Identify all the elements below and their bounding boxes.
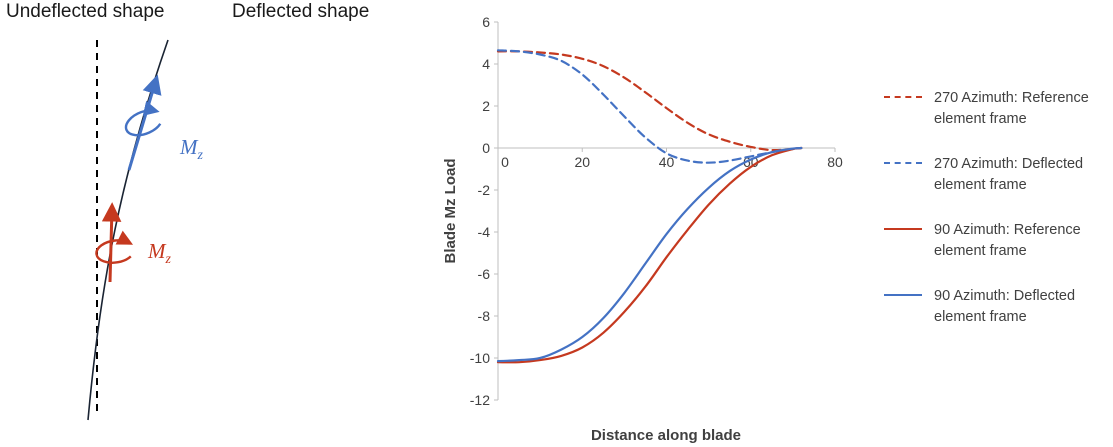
x-axis-title: Distance along blade bbox=[591, 427, 741, 444]
mz-load-chart: Blade Mz Load Distance along blade 6420-… bbox=[442, 14, 843, 444]
reference-moment-label: Mz bbox=[147, 239, 172, 267]
legend-swatch-line bbox=[884, 228, 922, 231]
undeflected-shape-label: Undeflected shape bbox=[6, 1, 164, 22]
deflected-frame-axis-arrow bbox=[127, 74, 162, 171]
series-line-1 bbox=[496, 49, 803, 164]
y-tick-label: 0 bbox=[482, 140, 490, 156]
legend-label: 270 Azimuth: Deflected element frame bbox=[934, 156, 1084, 194]
legend-swatch-line bbox=[884, 96, 922, 98]
legend-item: 270 Azimuth: Reference element frame bbox=[884, 88, 1103, 130]
y-axis-title: Blade Mz Load bbox=[442, 158, 459, 263]
x-tick-label: 80 bbox=[827, 154, 843, 170]
legend-label: 270 Azimuth: Reference element frame bbox=[934, 90, 1089, 128]
y-tick-label: -2 bbox=[478, 182, 491, 198]
deflected-moment-label: Mz bbox=[179, 135, 204, 163]
y-tick-label: 6 bbox=[482, 14, 490, 30]
y-tick-label: -12 bbox=[470, 392, 490, 408]
reference-frame-moment-circular-arrow bbox=[95, 230, 134, 264]
legend-swatch-line bbox=[884, 162, 922, 165]
x-tick-label: 20 bbox=[574, 154, 590, 170]
x-tick-label: 40 bbox=[659, 154, 675, 170]
y-tick-label: -4 bbox=[478, 224, 491, 240]
reference-frame-axis-arrow bbox=[101, 202, 122, 283]
x-tick-label: 0 bbox=[501, 154, 509, 170]
y-tick-label: -6 bbox=[478, 266, 491, 282]
y-tick-label: 4 bbox=[482, 56, 490, 72]
series-line-2 bbox=[496, 146, 803, 364]
legend-item: 270 Azimuth: Deflected element frame bbox=[884, 154, 1103, 196]
legend-item: 90 Azimuth: Reference element frame bbox=[884, 220, 1103, 262]
legend-swatch-line bbox=[884, 294, 922, 297]
deflected-frame-moment-circular-arrow bbox=[124, 100, 162, 137]
deflected-shape-label: Deflected shape bbox=[232, 1, 369, 22]
y-tick-label: 2 bbox=[482, 98, 490, 114]
y-tick-label: -10 bbox=[470, 350, 490, 366]
legend-item: 90 Azimuth: Deflected element frame bbox=[884, 286, 1103, 328]
series-line-0 bbox=[496, 50, 803, 152]
deflected-blade-curve bbox=[87, 39, 169, 421]
legend-label: 90 Azimuth: Reference element frame bbox=[934, 222, 1081, 260]
diagram-panel: Undeflected shape Deflected shape Mz Mz bbox=[0, 0, 440, 447]
legend-label: 90 Azimuth: Deflected element frame bbox=[934, 288, 1076, 326]
y-tick-label: -8 bbox=[478, 308, 491, 324]
chart-legend: 270 Azimuth: Reference element frame 270… bbox=[860, 0, 1113, 447]
series-line-3 bbox=[496, 146, 803, 363]
blade-deflection-diagram: Undeflected shape Deflected shape Mz Mz bbox=[6, 1, 369, 421]
